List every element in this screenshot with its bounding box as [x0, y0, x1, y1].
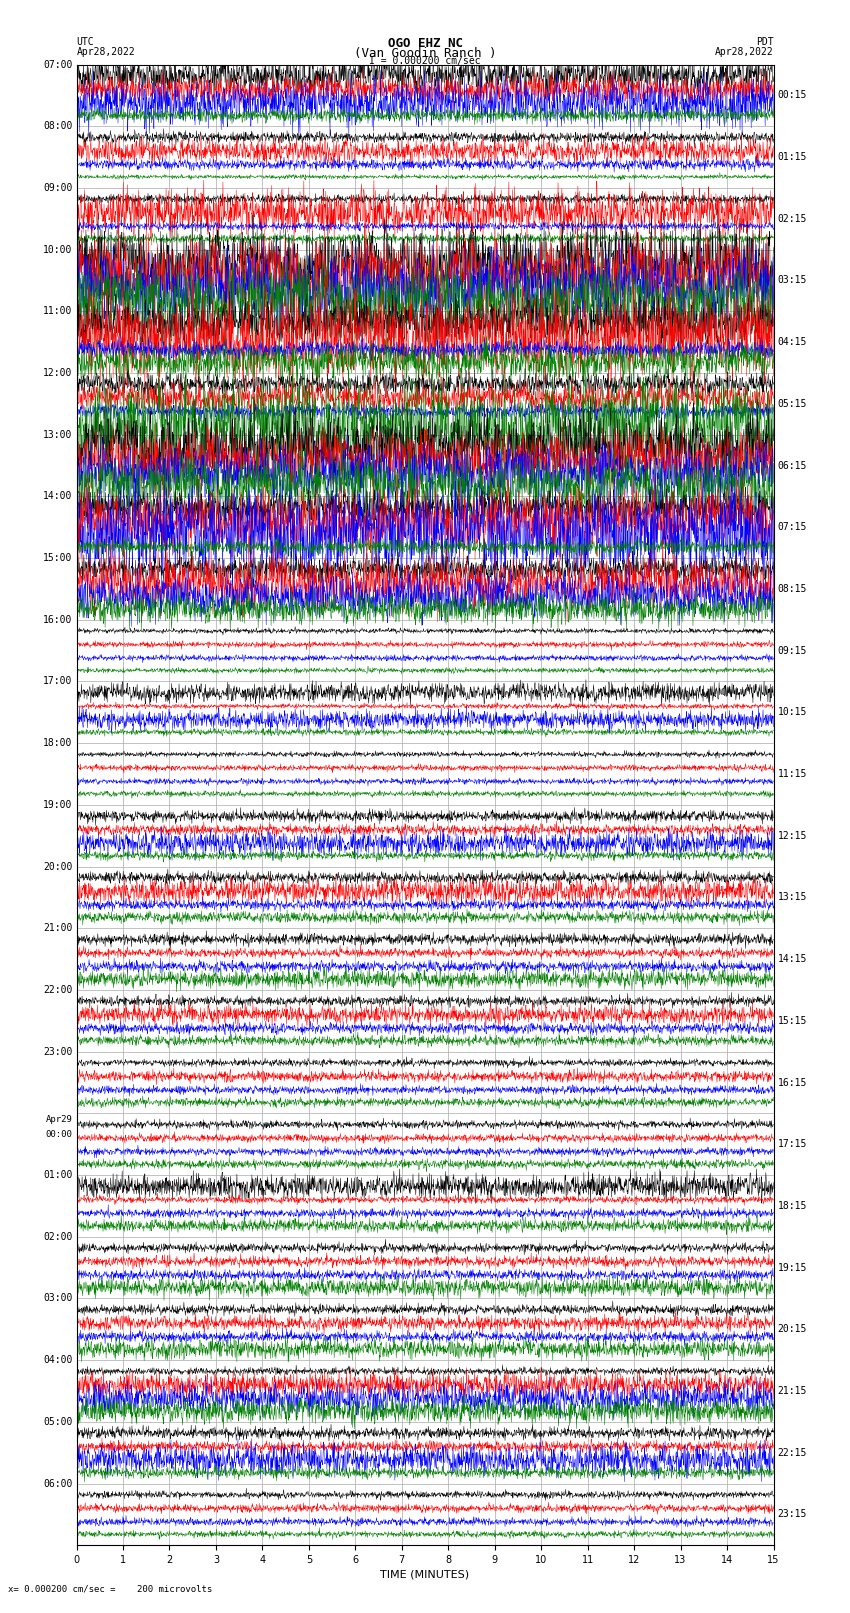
Text: 22:15: 22:15	[778, 1448, 807, 1458]
Text: 02:15: 02:15	[778, 215, 807, 224]
Text: 01:00: 01:00	[42, 1169, 72, 1181]
Text: Apr28,2022: Apr28,2022	[76, 47, 135, 56]
Text: 23:00: 23:00	[42, 1047, 72, 1057]
Text: 09:00: 09:00	[42, 182, 72, 194]
Text: 15:00: 15:00	[42, 553, 72, 563]
Text: 19:15: 19:15	[778, 1263, 807, 1273]
Text: 23:15: 23:15	[778, 1510, 807, 1519]
Text: 20:15: 20:15	[778, 1324, 807, 1334]
Text: 05:00: 05:00	[42, 1416, 72, 1428]
Text: 22:00: 22:00	[42, 986, 72, 995]
Text: 10:00: 10:00	[42, 245, 72, 255]
Text: 15:15: 15:15	[778, 1016, 807, 1026]
Text: 14:00: 14:00	[42, 492, 72, 502]
Text: 06:00: 06:00	[42, 1479, 72, 1489]
Text: 20:00: 20:00	[42, 861, 72, 871]
Text: 13:00: 13:00	[42, 429, 72, 440]
Text: 16:15: 16:15	[778, 1077, 807, 1087]
Text: 11:00: 11:00	[42, 306, 72, 316]
Text: 09:15: 09:15	[778, 645, 807, 655]
X-axis label: TIME (MINUTES): TIME (MINUTES)	[381, 1569, 469, 1579]
Text: 08:00: 08:00	[42, 121, 72, 131]
Text: 07:00: 07:00	[42, 60, 72, 69]
Text: (Van Goodin Ranch ): (Van Goodin Ranch )	[354, 47, 496, 60]
Text: 17:15: 17:15	[778, 1139, 807, 1148]
Text: 07:15: 07:15	[778, 523, 807, 532]
Text: 12:15: 12:15	[778, 831, 807, 840]
Text: 10:15: 10:15	[778, 708, 807, 718]
Text: OGO EHZ NC: OGO EHZ NC	[388, 37, 462, 50]
Text: 18:00: 18:00	[42, 739, 72, 748]
Text: UTC: UTC	[76, 37, 94, 47]
Text: 21:00: 21:00	[42, 923, 72, 934]
Text: 17:00: 17:00	[42, 676, 72, 687]
Text: PDT: PDT	[756, 37, 774, 47]
Text: 00:00: 00:00	[45, 1129, 72, 1139]
Text: 12:00: 12:00	[42, 368, 72, 377]
Text: 04:15: 04:15	[778, 337, 807, 347]
Text: 02:00: 02:00	[42, 1232, 72, 1242]
Text: 19:00: 19:00	[42, 800, 72, 810]
Text: 21:15: 21:15	[778, 1386, 807, 1395]
Text: 16:00: 16:00	[42, 615, 72, 624]
Text: 18:15: 18:15	[778, 1202, 807, 1211]
Text: 13:15: 13:15	[778, 892, 807, 902]
Text: 14:15: 14:15	[778, 955, 807, 965]
Text: Apr29: Apr29	[45, 1115, 72, 1124]
Text: 00:15: 00:15	[778, 90, 807, 100]
Text: 03:00: 03:00	[42, 1294, 72, 1303]
Text: 06:15: 06:15	[778, 461, 807, 471]
Text: Apr28,2022: Apr28,2022	[715, 47, 774, 56]
Text: 11:15: 11:15	[778, 769, 807, 779]
Text: 04:00: 04:00	[42, 1355, 72, 1365]
Text: 08:15: 08:15	[778, 584, 807, 594]
Text: 01:15: 01:15	[778, 152, 807, 161]
Text: x= 0.000200 cm/sec =    200 microvolts: x= 0.000200 cm/sec = 200 microvolts	[8, 1584, 212, 1594]
Text: I = 0.000200 cm/sec: I = 0.000200 cm/sec	[369, 56, 481, 66]
Text: 05:15: 05:15	[778, 398, 807, 408]
Text: 03:15: 03:15	[778, 276, 807, 286]
